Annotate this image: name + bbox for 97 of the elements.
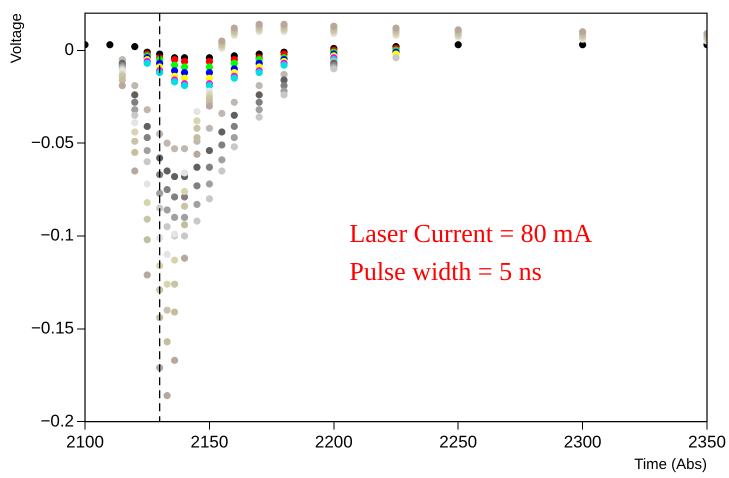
point	[206, 180, 214, 188]
point	[218, 128, 226, 136]
point	[164, 338, 171, 346]
point	[180, 221, 188, 228]
point	[454, 41, 462, 48]
point	[170, 308, 178, 316]
point	[164, 206, 171, 214]
point	[170, 193, 178, 201]
x-tick-label: 2350	[688, 432, 726, 452]
point	[193, 117, 201, 124]
point	[180, 188, 188, 196]
y-tick-label: 0	[64, 40, 74, 60]
point	[106, 41, 114, 48]
point	[144, 271, 151, 279]
y-tick-label: −0.05	[31, 132, 74, 152]
point	[180, 169, 188, 176]
point	[256, 106, 263, 114]
point	[164, 250, 171, 258]
point	[193, 150, 201, 158]
point	[164, 392, 171, 400]
y-tick-label: −0.2	[40, 411, 74, 430]
point	[218, 167, 226, 175]
point	[164, 280, 171, 288]
annotation: Laser Current = 80 mA	[349, 218, 592, 248]
x-tick-label: 2200	[314, 432, 353, 452]
point	[131, 98, 138, 106]
point	[280, 91, 288, 98]
point	[144, 106, 151, 114]
point	[206, 102, 214, 110]
point	[156, 190, 164, 197]
point	[131, 128, 138, 136]
y-axis-title: Voltage	[8, 13, 26, 64]
y-tick-label: −0.1	[40, 226, 74, 245]
point	[180, 254, 188, 262]
point	[180, 202, 188, 210]
point	[218, 141, 226, 149]
point	[170, 280, 178, 288]
point	[193, 182, 201, 190]
point	[144, 198, 151, 206]
x-tick-label: 2150	[190, 432, 228, 452]
y-tick-label: −0.15	[31, 318, 74, 338]
point	[193, 134, 201, 142]
point	[144, 180, 151, 188]
point	[180, 232, 188, 240]
x-axis-title: Time (Abs)	[634, 456, 708, 474]
point	[118, 82, 126, 90]
x-tick-label: 2100	[66, 432, 104, 452]
point	[131, 112, 138, 119]
point	[164, 223, 171, 230]
point	[131, 82, 138, 90]
point	[256, 98, 263, 106]
point	[170, 214, 178, 221]
point	[131, 91, 138, 98]
point	[144, 236, 151, 244]
point	[144, 146, 151, 154]
point	[144, 122, 151, 130]
point	[230, 98, 238, 106]
point	[131, 148, 138, 156]
point	[206, 164, 214, 171]
point	[193, 200, 201, 208]
point	[131, 138, 138, 145]
point	[164, 186, 171, 194]
annotation: Pulse width = 5 ns	[349, 256, 542, 286]
point	[164, 140, 171, 147]
point	[193, 218, 201, 225]
point	[218, 156, 226, 164]
point	[180, 145, 188, 152]
x-tick-label: 2300	[564, 432, 602, 452]
point	[193, 164, 201, 171]
point	[164, 167, 171, 175]
point	[131, 167, 138, 175]
point	[170, 145, 178, 152]
x-tick-label: 2250	[439, 432, 478, 452]
point	[206, 124, 214, 132]
point	[144, 134, 151, 142]
point	[206, 146, 214, 154]
point	[230, 134, 238, 142]
point	[218, 110, 226, 118]
point	[170, 256, 178, 264]
point	[230, 122, 238, 130]
point	[256, 82, 263, 90]
point	[230, 112, 238, 119]
point	[256, 91, 263, 98]
point	[180, 214, 188, 221]
point	[193, 124, 201, 132]
point	[131, 119, 138, 126]
point	[131, 43, 138, 50]
point	[144, 158, 151, 166]
point	[206, 195, 214, 202]
point	[392, 54, 400, 62]
point	[193, 108, 201, 116]
point	[230, 143, 238, 150]
point	[170, 356, 178, 364]
point	[256, 114, 263, 121]
point	[144, 216, 151, 223]
point	[164, 306, 171, 314]
point	[170, 172, 178, 180]
